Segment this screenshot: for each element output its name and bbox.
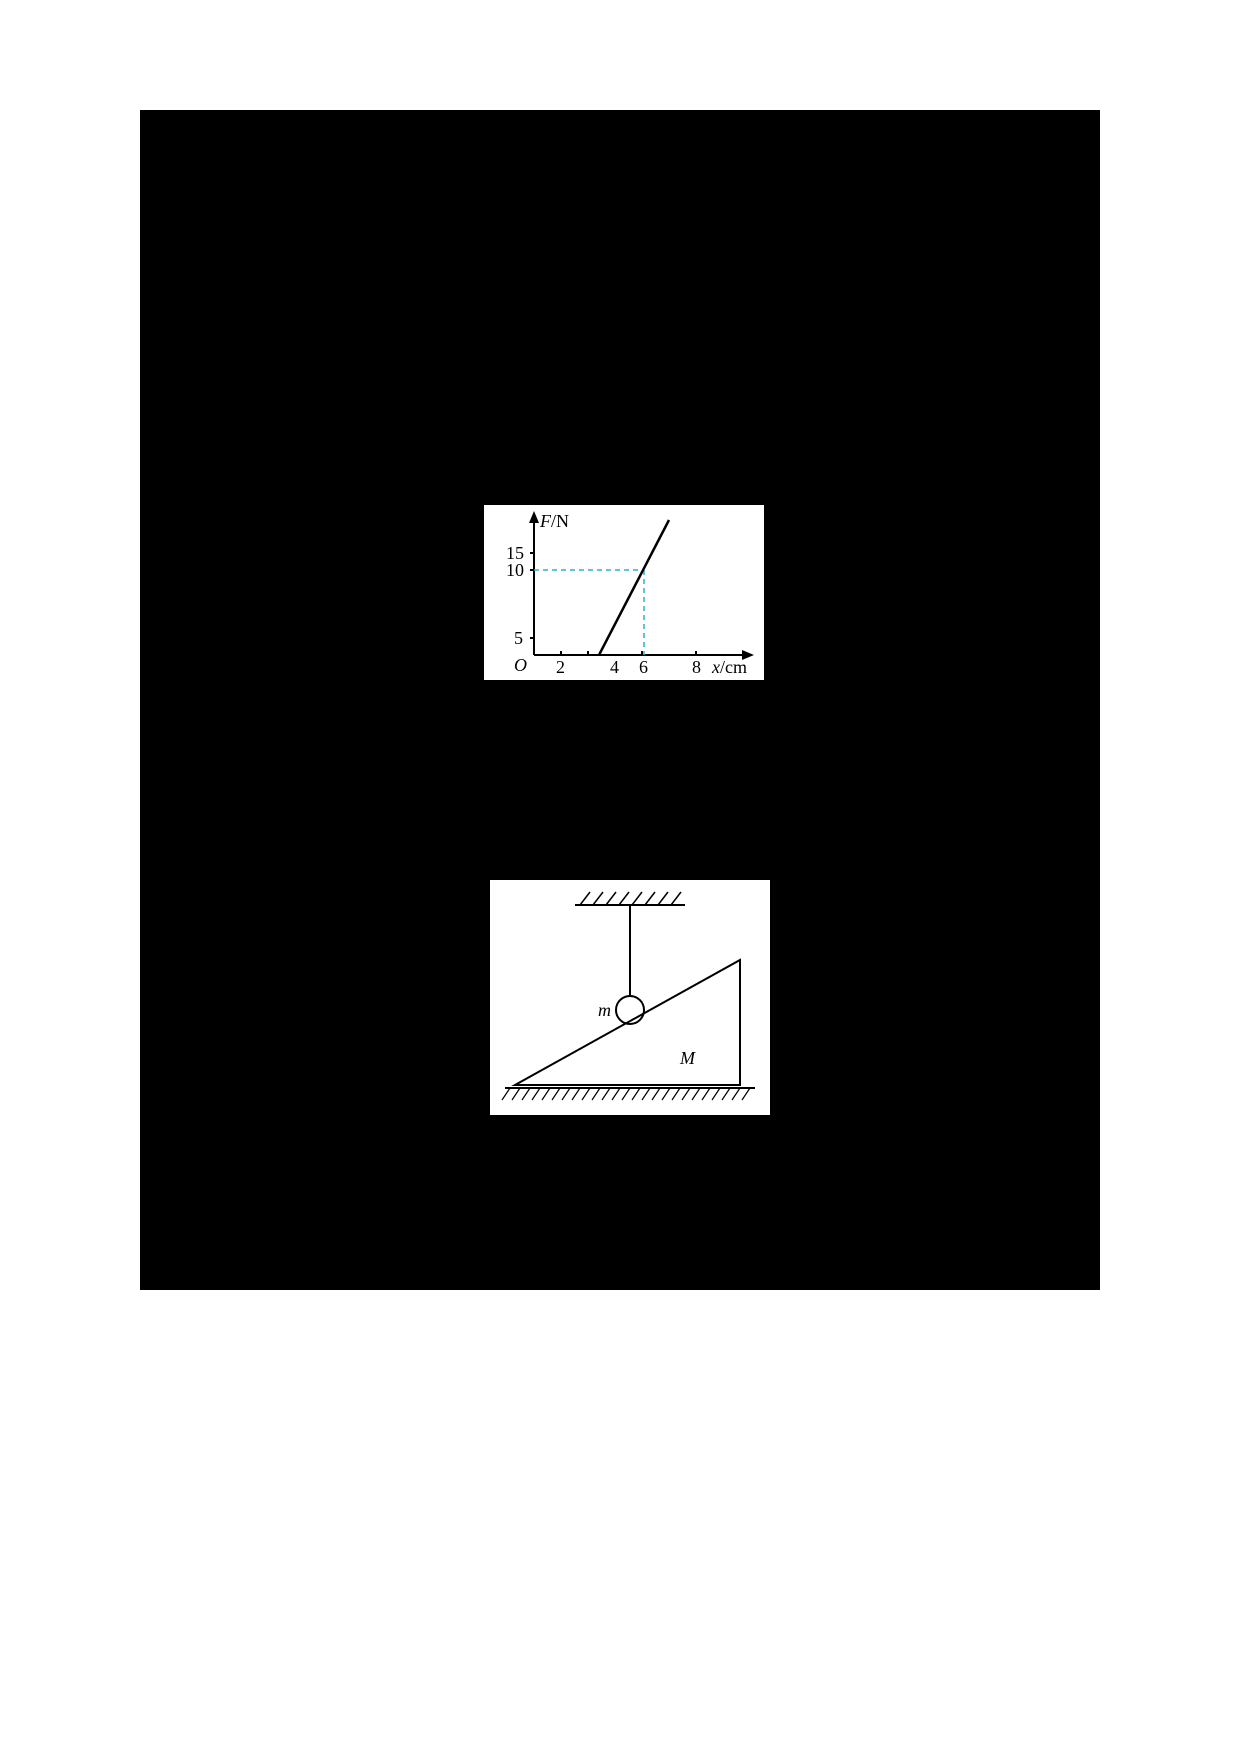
y-axis-label-F: F: [540, 511, 551, 531]
hatch: [619, 892, 629, 905]
chart-svg: [484, 505, 764, 680]
ground-hatching: [502, 1088, 750, 1100]
x-tick-4: 4: [610, 657, 619, 678]
x-axis-label: x/cm: [712, 657, 747, 678]
diagram-svg: [490, 880, 770, 1115]
y-tick-5-label: 5: [514, 628, 523, 649]
y-axis-label: F/N: [540, 511, 569, 532]
wedge: [515, 960, 740, 1085]
wedge-ball-diagram: m M: [490, 880, 770, 1115]
x-tick-2: 2: [556, 657, 565, 678]
ball-label: m: [598, 1000, 611, 1021]
hatch: [580, 892, 590, 905]
hatch: [593, 892, 603, 905]
y-axis-label-unit: /N: [551, 511, 569, 531]
x-axis-label-x: x: [712, 657, 720, 677]
hatch: [645, 892, 655, 905]
x-tick-6: 6: [639, 657, 648, 678]
ball: [616, 996, 644, 1024]
y-axis-arrow: [529, 511, 539, 523]
origin-label: O: [514, 655, 527, 676]
hatch: [606, 892, 616, 905]
hatch: [658, 892, 668, 905]
force-displacement-chart: F/N 15 10 5 O 2 4 6 8 x/cm: [484, 505, 764, 680]
hatch: [671, 892, 681, 905]
hatch: [632, 892, 642, 905]
wedge-label: M: [680, 1048, 695, 1069]
y-tick-10: 10: [506, 560, 524, 581]
background-panel: F/N 15 10 5 O 2 4 6 8 x/cm: [140, 110, 1100, 1290]
data-line: [599, 520, 669, 655]
x-tick-8: 8: [692, 657, 701, 678]
x-axis-label-unit: /cm: [720, 657, 747, 677]
